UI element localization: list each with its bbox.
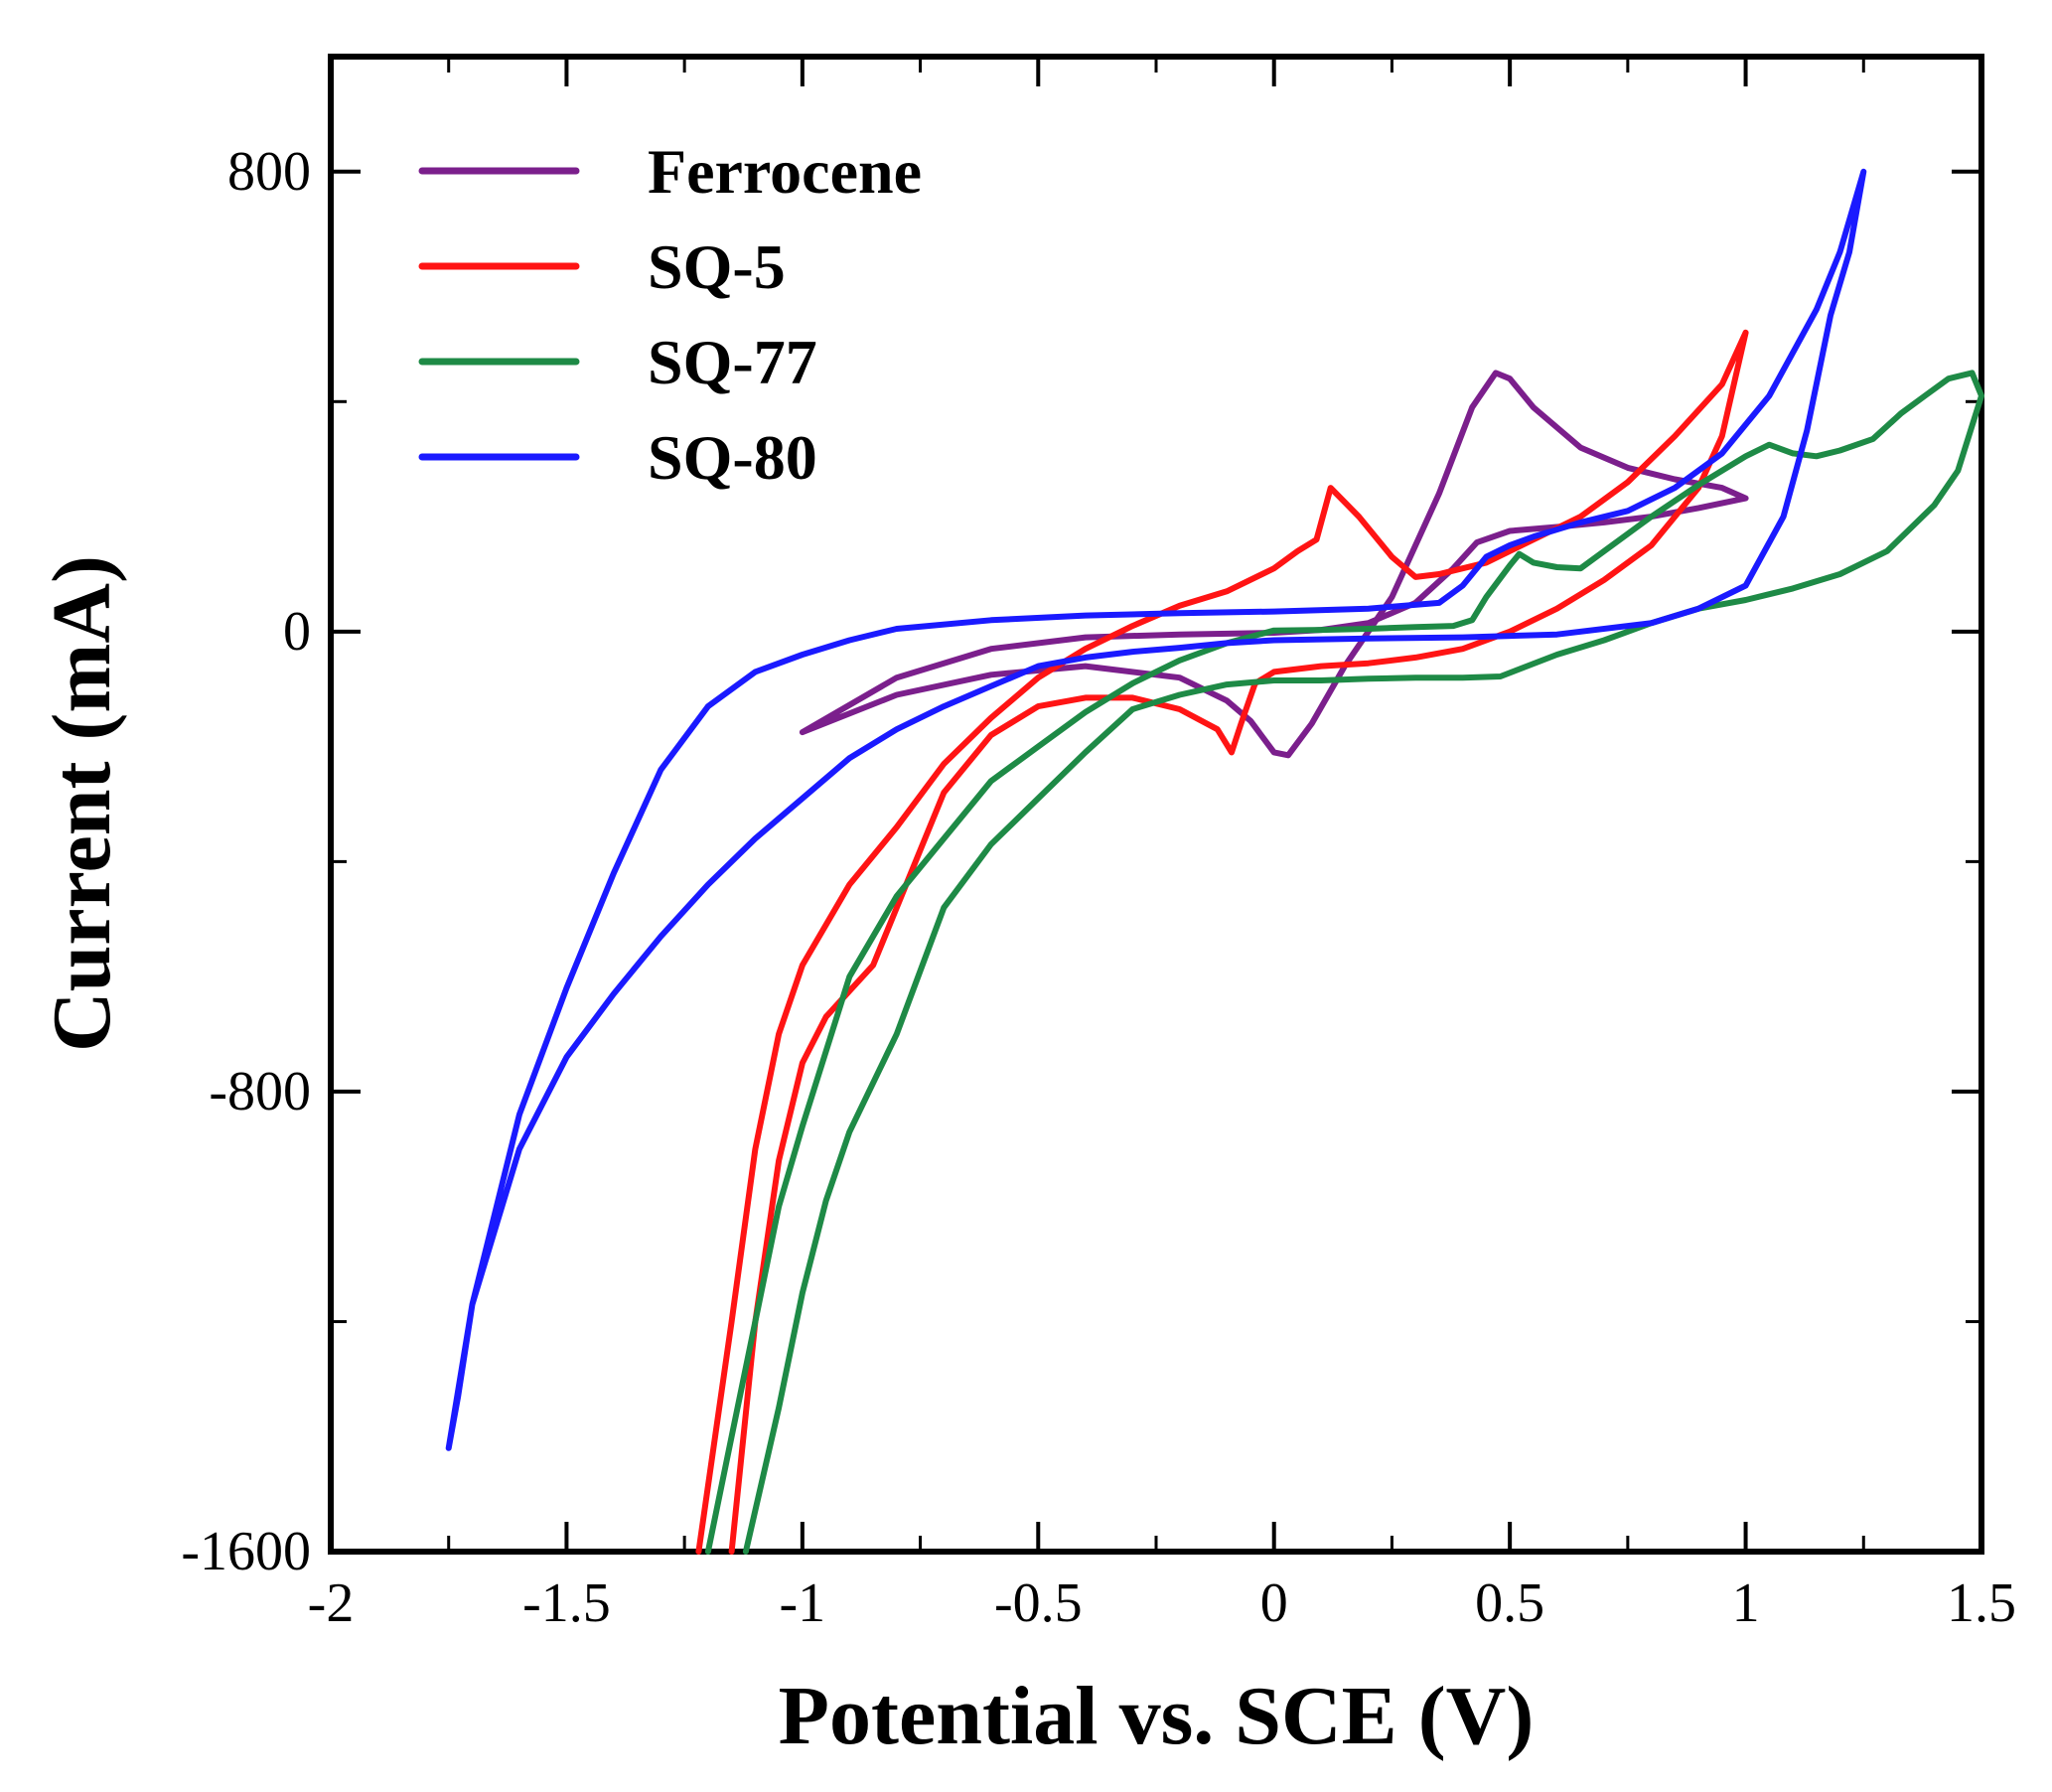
plot-frame (328, 54, 1984, 1555)
legend-label-sq-77: SQ-77 (648, 327, 817, 397)
minor-ticks (331, 57, 1981, 1552)
y-axis-title: Current (mA) (36, 555, 128, 1052)
y-tick-label: 800 (227, 141, 311, 203)
series-line-sq-80 (445, 168, 1867, 1451)
x-tick-label: 1.5 (1947, 1572, 2016, 1634)
series-lines (445, 168, 1984, 1555)
legend-label-sq-80: SQ-80 (648, 422, 817, 493)
y-tick-label: 0 (283, 601, 311, 663)
x-tick-label: 0 (1260, 1572, 1288, 1634)
major-ticks (329, 57, 1983, 1554)
x-tick-label: -2 (308, 1572, 355, 1634)
x-tick-label: -1 (780, 1572, 826, 1634)
series-line-ferrocene (799, 370, 1749, 759)
x-tick-label: -1.5 (522, 1572, 611, 1634)
legend-label-ferrocene: Ferrocene (648, 136, 922, 207)
x-tick-label: 1 (1732, 1572, 1760, 1634)
y-tick-label: -800 (209, 1061, 311, 1122)
legend-label-sq-5: SQ-5 (648, 231, 786, 302)
tick-labels: -2 -1.5 -1 -0.5 0 0.5 1 1.5 -1600 -800 0 800 (181, 141, 2016, 1634)
x-tick-label: -0.5 (994, 1572, 1083, 1634)
x-axis-title: Potential vs. SCE (V) (779, 1670, 1535, 1762)
y-tick-label: -1600 (181, 1521, 311, 1582)
series-line-sq-5 (695, 329, 1749, 1555)
series-line-sq-77 (704, 370, 1984, 1555)
x-tick-label: 0.5 (1475, 1572, 1544, 1634)
legend: Ferrocene SQ-5 SQ-77 SQ-80 (418, 136, 922, 493)
